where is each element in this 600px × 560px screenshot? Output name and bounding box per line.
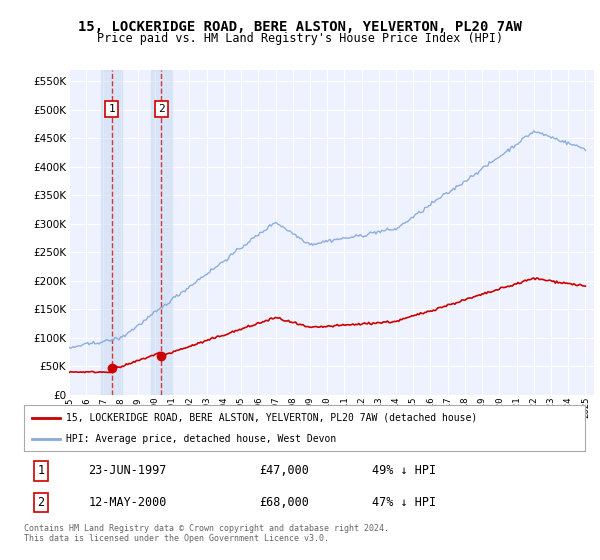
Text: 12-MAY-2000: 12-MAY-2000	[89, 496, 167, 509]
Text: Contains HM Land Registry data © Crown copyright and database right 2024.
This d: Contains HM Land Registry data © Crown c…	[24, 524, 389, 543]
Text: HPI: Average price, detached house, West Devon: HPI: Average price, detached house, West…	[66, 434, 337, 444]
Text: £47,000: £47,000	[260, 464, 310, 478]
Text: 23-JUN-1997: 23-JUN-1997	[89, 464, 167, 478]
Bar	[101, 70, 122, 395]
Text: 1: 1	[109, 104, 115, 114]
Text: 2: 2	[158, 104, 164, 114]
Text: 15, LOCKERIDGE ROAD, BERE ALSTON, YELVERTON, PL20 7AW: 15, LOCKERIDGE ROAD, BERE ALSTON, YELVER…	[78, 20, 522, 34]
Text: 1: 1	[37, 464, 44, 478]
Text: Price paid vs. HM Land Registry's House Price Index (HPI): Price paid vs. HM Land Registry's House …	[97, 32, 503, 45]
Text: 47% ↓ HPI: 47% ↓ HPI	[372, 496, 436, 509]
Text: £68,000: £68,000	[260, 496, 310, 509]
Text: 15, LOCKERIDGE ROAD, BERE ALSTON, YELVERTON, PL20 7AW (detached house): 15, LOCKERIDGE ROAD, BERE ALSTON, YELVER…	[66, 413, 478, 423]
Text: 49% ↓ HPI: 49% ↓ HPI	[372, 464, 436, 478]
Text: 2: 2	[37, 496, 44, 509]
Bar	[151, 70, 172, 395]
